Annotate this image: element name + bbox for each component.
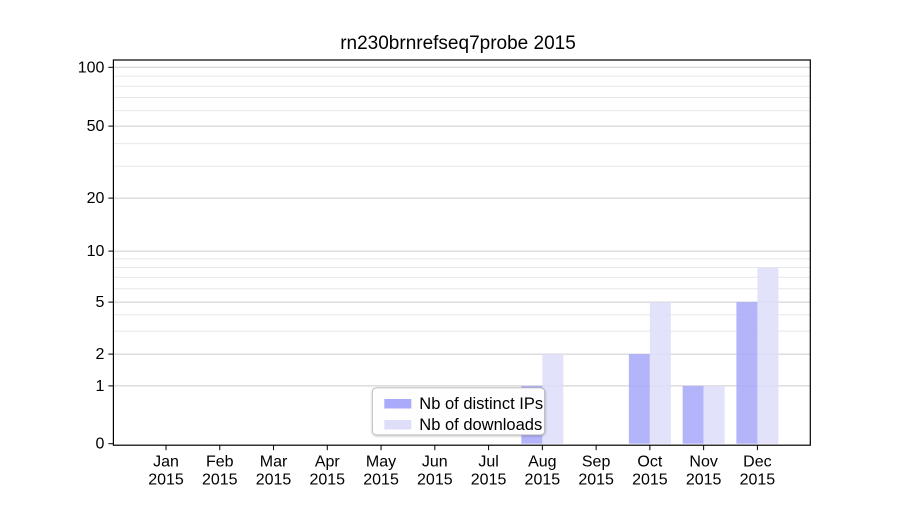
- svg-text:May: May: [366, 454, 396, 471]
- svg-text:2015: 2015: [309, 472, 345, 489]
- svg-text:Jun: Jun: [422, 454, 448, 471]
- svg-text:Nov: Nov: [689, 454, 717, 471]
- svg-text:Nb of distinct IPs: Nb of distinct IPs: [419, 395, 543, 413]
- svg-text:Nb of downloads: Nb of downloads: [419, 416, 542, 434]
- svg-text:2015: 2015: [578, 472, 614, 489]
- svg-text:0: 0: [95, 436, 104, 453]
- svg-text:2015: 2015: [632, 472, 668, 489]
- svg-text:Sep: Sep: [582, 454, 611, 471]
- svg-text:Aug: Aug: [528, 454, 556, 471]
- svg-text:Oct: Oct: [637, 454, 662, 471]
- svg-text:10: 10: [87, 243, 105, 260]
- svg-text:Dec: Dec: [743, 454, 771, 471]
- svg-text:100: 100: [78, 59, 105, 76]
- svg-text:5: 5: [95, 294, 104, 311]
- svg-text:Feb: Feb: [206, 454, 234, 471]
- svg-text:Jan: Jan: [153, 454, 179, 471]
- svg-text:2015: 2015: [417, 472, 453, 489]
- svg-text:2: 2: [95, 346, 104, 363]
- svg-text:1: 1: [95, 378, 104, 395]
- svg-text:2015: 2015: [363, 472, 399, 489]
- svg-text:2015: 2015: [740, 472, 776, 489]
- svg-text:2015: 2015: [471, 472, 507, 489]
- svg-text:2015: 2015: [148, 472, 184, 489]
- svg-text:2015: 2015: [256, 472, 292, 489]
- svg-text:Mar: Mar: [260, 454, 288, 471]
- svg-text:Jul: Jul: [478, 454, 498, 471]
- svg-text:20: 20: [87, 190, 105, 207]
- svg-text:2015: 2015: [525, 472, 561, 489]
- svg-text:rn230brnrefseq7probe 2015: rn230brnrefseq7probe 2015: [340, 33, 576, 54]
- svg-text:2015: 2015: [202, 472, 238, 489]
- svg-text:50: 50: [87, 118, 105, 135]
- svg-text:Apr: Apr: [315, 454, 341, 471]
- svg-text:2015: 2015: [686, 472, 722, 489]
